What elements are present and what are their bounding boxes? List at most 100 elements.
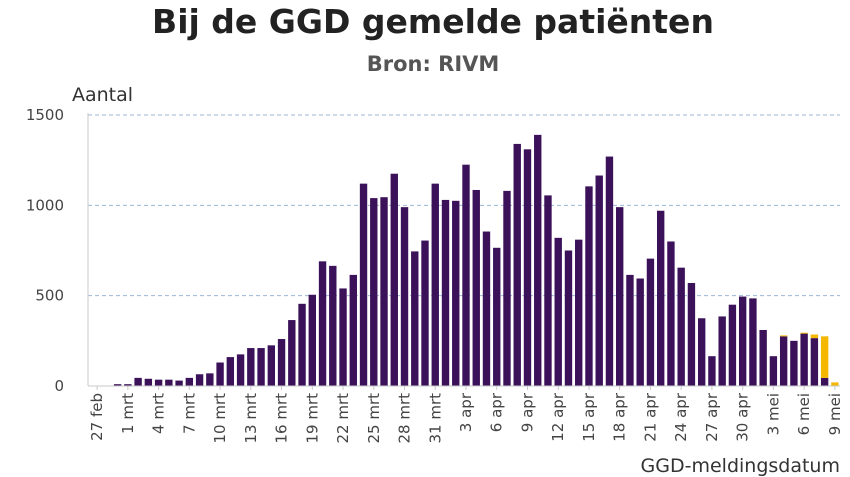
bar-29-mrt (411, 251, 419, 386)
bar-1-mrt (124, 384, 132, 386)
bar-pending-9-mei (831, 382, 839, 386)
bar-5-mrt (165, 379, 173, 386)
x-tick-label: 3 mei (764, 393, 782, 435)
bar-10-apr (534, 134, 542, 386)
bar-15-apr (585, 186, 593, 386)
bar-3-mrt (144, 378, 153, 386)
bar-22-mrt (339, 288, 347, 386)
bar-14-mrt (257, 348, 265, 386)
y-tick-label: 500 (35, 287, 64, 305)
x-tick-label: 10 mrt (211, 393, 229, 444)
x-tick-label: 27 feb (88, 393, 106, 441)
x-tick-label: 9 apr (518, 392, 536, 432)
bar-19-mrt (308, 294, 316, 386)
bar-17-apr (605, 156, 614, 386)
y-tick-label: 1000 (26, 196, 64, 214)
x-axis-label: GGD-meldingsdatum (641, 455, 840, 477)
bar-9-mrt (206, 373, 214, 386)
bar-20-mrt (318, 261, 327, 386)
bar-pending-7-mei (810, 334, 819, 339)
bar-26-mrt (380, 197, 388, 386)
x-tick-label: 24 apr (672, 392, 690, 442)
bar-28-apr (718, 316, 726, 386)
bar-13-apr (564, 250, 573, 386)
bar-1-apr (441, 199, 450, 386)
x-tick-label: 27 apr (703, 392, 721, 442)
bar-26-apr (697, 318, 706, 386)
x-tick-label: 6 mei (795, 393, 813, 435)
bar-4-mei (779, 336, 788, 386)
bar-27-mrt (390, 173, 398, 386)
x-tick-label: 6 apr (488, 392, 506, 432)
x-tick-label: 28 mrt (396, 393, 414, 444)
bar-24-mrt (359, 183, 368, 386)
bar-25-mrt (370, 198, 378, 386)
bar-8-apr (513, 143, 521, 386)
x-tick-label: 1 mrt (119, 393, 137, 434)
bar-30-mrt (421, 240, 429, 386)
bar-5-mei (790, 340, 798, 386)
x-tick-label: 25 mrt (365, 393, 383, 444)
bar-12-mrt (236, 354, 245, 386)
bar-15-mrt (267, 345, 276, 386)
bar-2-apr (452, 200, 460, 386)
x-tick-label: 18 apr (611, 392, 629, 442)
bar-7-mrt (185, 377, 194, 386)
bar-4-apr (472, 189, 480, 386)
bar-14-apr (575, 239, 583, 386)
bar-17-mrt (288, 320, 296, 386)
x-tick-label: 19 mrt (303, 393, 321, 444)
bar-1-mei (749, 298, 757, 386)
bar-4-mrt (154, 379, 163, 386)
bar-29-apr (728, 304, 737, 386)
y-tick-label: 0 (54, 377, 64, 395)
bar-7-mei (810, 338, 819, 386)
bar-pending-4-mei (779, 335, 788, 337)
x-tick-label: 30 apr (734, 392, 752, 442)
y-tick-label: 1500 (26, 106, 64, 124)
bar-28-mrt (400, 207, 409, 386)
bar-25-apr (687, 283, 696, 386)
bar-30-apr (738, 296, 747, 386)
x-tick-label: 4 mrt (150, 393, 168, 434)
x-tick-label: 12 apr (549, 392, 567, 442)
bar-16-apr (595, 175, 603, 386)
bar-21-mrt (329, 265, 337, 386)
bar-3-mei (769, 356, 778, 386)
bar-13-mrt (247, 348, 255, 386)
bar-11-apr (544, 195, 552, 386)
bar-8-mrt (195, 374, 204, 386)
bar-5-apr (482, 231, 491, 386)
bar-pending-6-mei (800, 332, 808, 334)
x-tick-label: 7 mrt (180, 393, 198, 434)
x-tick-label: 16 mrt (273, 393, 291, 444)
bar-6-mei (800, 333, 808, 386)
bar-9-apr (523, 149, 532, 386)
bar-12-apr (554, 237, 562, 386)
bar-27-apr (708, 356, 716, 386)
chart-subtitle: Bron: RIVM (366, 52, 500, 76)
bar-19-apr (626, 274, 634, 386)
bar-18-apr (616, 207, 624, 386)
bar-11-mrt (226, 357, 235, 386)
bar-23-apr (667, 241, 675, 386)
x-tick-label: 22 mrt (334, 393, 352, 444)
bar-10-mrt (216, 362, 224, 386)
x-tick-label: 9 mei (826, 393, 844, 435)
chart-title: Bij de GGD gemelde patiënten (152, 2, 714, 41)
bar-2-mei (759, 329, 767, 386)
x-tick-label: 3 apr (457, 392, 475, 432)
x-tick-label: 21 apr (641, 392, 659, 442)
x-tick-label: 13 mrt (242, 393, 260, 444)
bar-6-mrt (175, 380, 183, 386)
bar-23-mrt (349, 274, 357, 386)
bar-31-mrt (431, 183, 439, 386)
bar-16-mrt (277, 339, 286, 386)
bar-7-apr (503, 190, 511, 386)
x-tick-label: 15 apr (580, 392, 598, 442)
y-axis-label: Aantal (72, 84, 133, 106)
bar-pending-8-mei (820, 336, 829, 378)
bar-21-apr (646, 258, 655, 386)
bar-6-apr (493, 247, 501, 386)
